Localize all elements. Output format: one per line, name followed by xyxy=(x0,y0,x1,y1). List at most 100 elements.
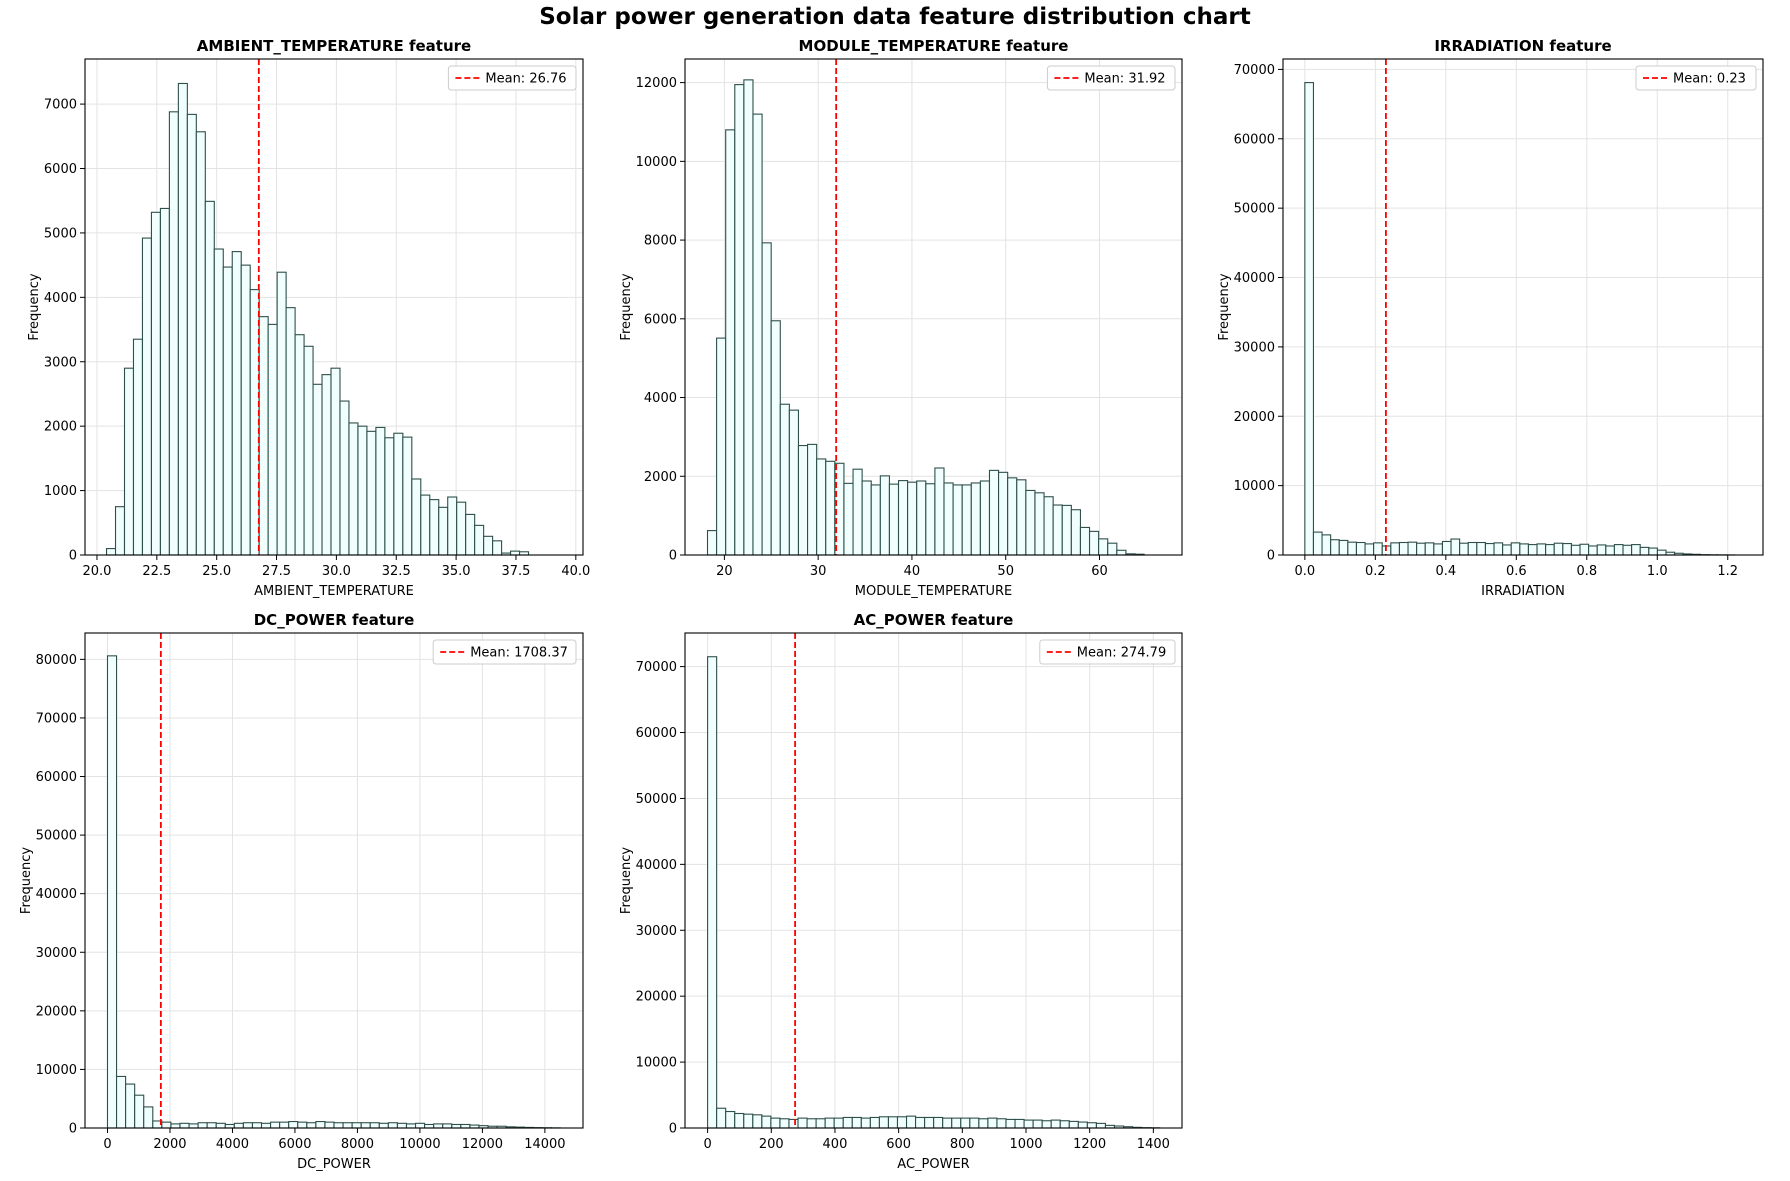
x-tick-label: 200 xyxy=(759,1137,784,1152)
x-tick-label: 40 xyxy=(904,564,921,579)
histogram-bar xyxy=(1424,542,1435,556)
histogram-bar xyxy=(251,1122,263,1129)
histogram-bar xyxy=(396,1122,408,1129)
histogram-bar xyxy=(324,1121,335,1129)
histogram-bar xyxy=(1338,539,1349,556)
y-tick-label: 20000 xyxy=(36,1004,77,1019)
subplot-title: DC_POWER feature xyxy=(254,611,415,629)
legend-label: Mean: 1708.37 xyxy=(470,646,568,661)
axes-frame xyxy=(84,632,584,1129)
histogram-bar xyxy=(143,1106,154,1129)
histogram-bar xyxy=(161,1121,172,1129)
histogram-bar xyxy=(375,426,386,556)
x-tick-label: 400 xyxy=(823,1137,848,1152)
x-tick-label: 35.0 xyxy=(442,564,471,579)
histogram-bar xyxy=(294,334,305,556)
y-tick-label: 4000 xyxy=(44,291,77,306)
histogram-bar xyxy=(869,1116,880,1129)
x-tick-label: 30 xyxy=(810,564,827,579)
histogram-bar xyxy=(860,1117,871,1129)
legend-label: Mean: 274.79 xyxy=(1077,646,1166,661)
y-axis-label: Frequency xyxy=(19,847,34,914)
histogram-bar xyxy=(1545,544,1555,556)
histogram-bar xyxy=(788,1118,799,1129)
histogram-bar xyxy=(996,1118,1007,1129)
x-tick-label: 0 xyxy=(703,1137,711,1152)
y-axis-label: Frequency xyxy=(619,273,634,340)
y-tick-label: 70000 xyxy=(636,660,677,675)
histogram-bar xyxy=(267,323,278,556)
histogram-bar xyxy=(106,655,118,1129)
histogram-bar xyxy=(1107,542,1118,556)
histogram-bar xyxy=(420,494,431,556)
histogram-bar xyxy=(366,430,377,556)
histogram-bar xyxy=(1441,540,1452,556)
y-tick-label: 6000 xyxy=(644,312,677,327)
y-tick-label: 50000 xyxy=(636,792,677,807)
histogram-bar xyxy=(297,1121,308,1129)
histogram-bar xyxy=(725,129,736,556)
histogram-bar xyxy=(438,506,449,556)
histogram-bar xyxy=(779,403,790,556)
histogram-bar xyxy=(1014,1118,1025,1129)
y-tick-label: 10000 xyxy=(36,1063,77,1078)
histogram-bar xyxy=(743,1113,754,1129)
histogram-bar xyxy=(123,367,135,556)
y-tick-label: 50000 xyxy=(1234,202,1275,217)
histogram-bar xyxy=(961,484,972,556)
histogram-bar xyxy=(1355,541,1366,556)
histogram-bar xyxy=(1364,543,1375,556)
histogram-bar xyxy=(1068,1120,1079,1129)
histogram-bar xyxy=(1023,1119,1034,1129)
histogram-bar xyxy=(706,530,718,556)
x-tick-label: 800 xyxy=(950,1137,975,1152)
histogram-bar xyxy=(456,501,467,556)
histogram-bar xyxy=(752,113,763,556)
histogram-bar xyxy=(1416,542,1426,556)
histogram-bar xyxy=(1079,526,1091,556)
histogram-bar xyxy=(188,1123,199,1129)
histogram-bar xyxy=(734,1112,745,1129)
histogram-bar xyxy=(1330,539,1340,556)
legend-box xyxy=(1046,65,1176,91)
histogram-bar xyxy=(951,1117,962,1129)
histogram-bar xyxy=(270,1121,281,1129)
histogram-bar xyxy=(369,1122,380,1129)
histogram-bar xyxy=(907,481,918,556)
histogram-bar xyxy=(483,535,494,556)
histogram-bar xyxy=(960,1117,971,1129)
histogram-bar xyxy=(896,1116,908,1129)
x-tick-label: 37.5 xyxy=(501,564,530,579)
histogram-bar xyxy=(979,480,991,556)
histogram-bar xyxy=(1061,504,1072,556)
histogram-bar xyxy=(1347,541,1357,556)
histogram-bar xyxy=(970,482,981,556)
histogram-bar xyxy=(878,1116,889,1129)
subplot-title: AMBIENT_TEMPERATURE feature xyxy=(197,37,471,55)
subplot-title: AC_POWER feature xyxy=(854,611,1014,629)
x-tick-label: 6000 xyxy=(278,1137,311,1152)
histogram-bar xyxy=(1312,531,1323,556)
histogram-bar xyxy=(433,1123,444,1129)
histogram-bar xyxy=(510,550,521,556)
x-tick-label: 1400 xyxy=(1137,1137,1170,1152)
histogram-bar xyxy=(279,1121,290,1129)
x-tick-label: 0.6 xyxy=(1506,564,1527,579)
histogram-bar xyxy=(215,1122,226,1129)
legend-box xyxy=(447,65,577,91)
x-tick-label: 27.5 xyxy=(262,564,291,579)
histogram-bar xyxy=(303,345,314,556)
legend-label: Mean: 31.92 xyxy=(1084,72,1165,87)
histogram-bar xyxy=(1570,544,1581,556)
subplot-title: MODULE_TEMPERATURE feature xyxy=(799,37,1069,55)
histogram-bar xyxy=(206,1122,217,1129)
histogram-bar xyxy=(915,1116,926,1129)
histogram-bar xyxy=(132,338,144,556)
histogram-bar xyxy=(806,1118,817,1129)
y-tick-label: 40000 xyxy=(36,887,77,902)
x-tick-label: 2000 xyxy=(153,1137,186,1152)
histogram-bar xyxy=(1390,542,1400,556)
histogram-bar xyxy=(233,1122,244,1129)
x-tick-label: 1.2 xyxy=(1717,564,1738,579)
